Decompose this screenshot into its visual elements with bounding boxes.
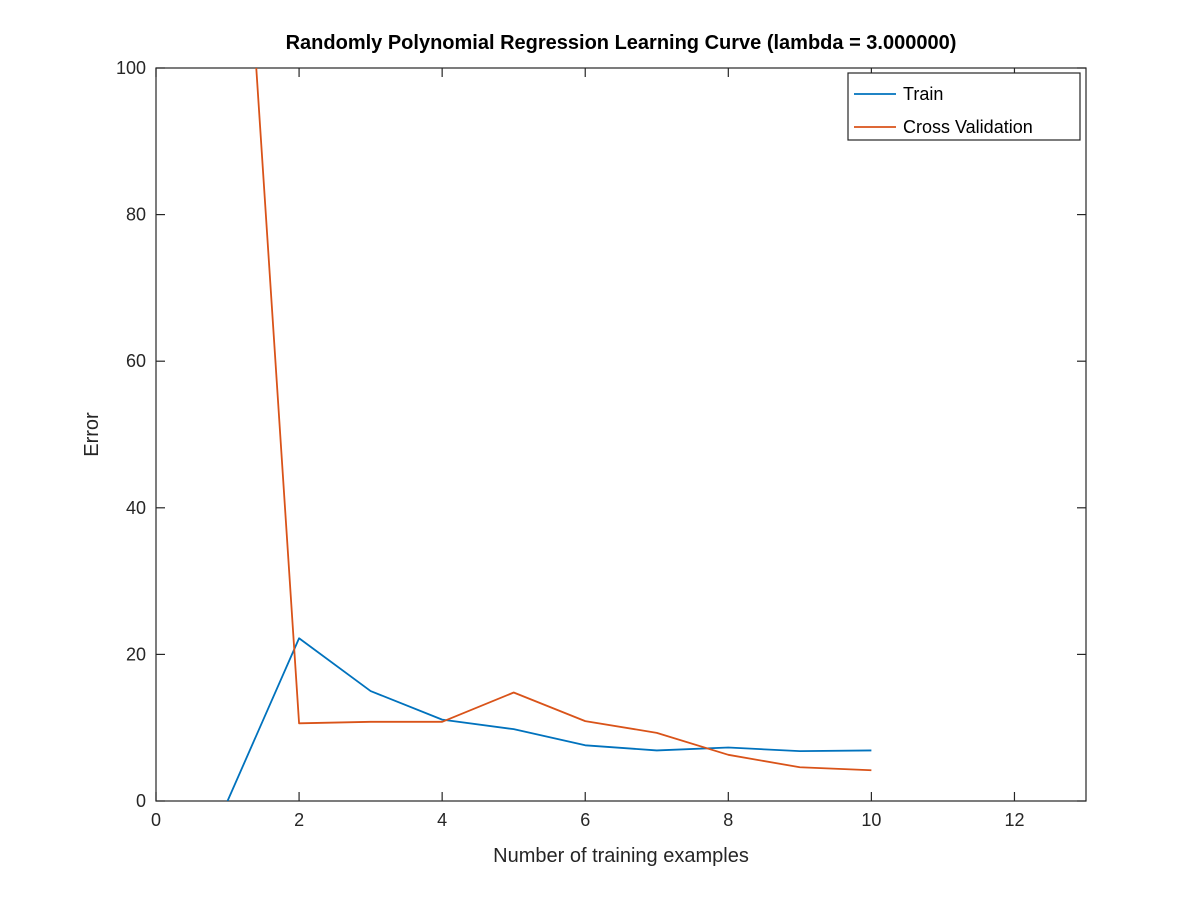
x-tick-label: 10 [861,810,881,830]
x-tick-label: 8 [723,810,733,830]
legend: Train Cross Validation [847,72,1081,141]
x-axis-label: Number of training examples [493,845,749,867]
plot-frame [155,67,1087,802]
plot-area [155,67,1087,802]
x-tick-label: 4 [437,810,447,830]
legend-label: Cross Validation [903,117,1033,137]
y-tick-label: 100 [116,58,146,78]
y-tick-label: 40 [126,498,146,518]
x-tick-label: 2 [294,810,304,830]
y-tick-label: 20 [126,644,146,664]
series-line-train [226,637,872,801]
series-layer [226,68,872,801]
y-tick-label: 80 [126,205,146,225]
ticks-layer: 0 2 4 6 8 10 12 0 20 40 60 80 100 [116,58,1086,830]
series-line-cross-validation [255,68,872,772]
legend-box [847,72,1081,141]
y-tick-label: 0 [136,791,146,811]
legend-label: Train [903,84,943,104]
chart-title: Randomly Polynomial Regression Learning … [286,32,957,54]
x-tick-label: 0 [151,810,161,830]
y-axis-label: Error [81,412,103,457]
y-tick-label: 60 [126,351,146,371]
x-tick-label: 6 [580,810,590,830]
x-tick-label: 12 [1004,810,1024,830]
